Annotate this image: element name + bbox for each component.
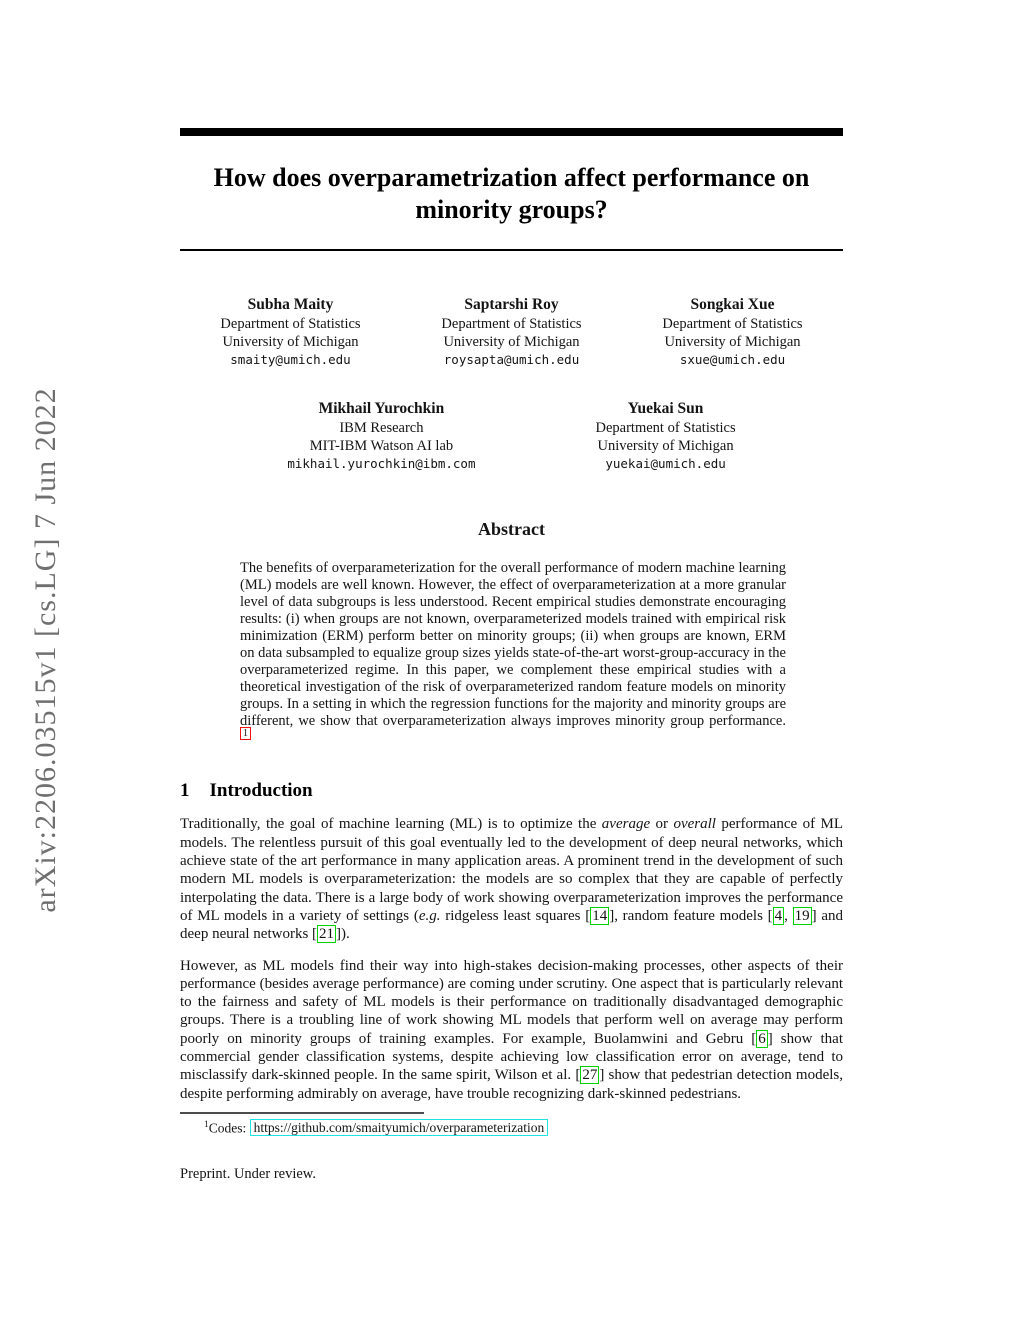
citation-link[interactable]: 14 (590, 906, 610, 925)
paper-title: How does overparametrization affect perf… (180, 162, 843, 225)
codes-url-link[interactable]: https://github.com/smaityumich/overparam… (249, 1119, 549, 1137)
paper-title-line1: How does overparametrization affect perf… (213, 163, 810, 192)
author-affiliation: University of Michigan (664, 334, 801, 351)
intro-paragraph-1: Traditionally, the goal of machine learn… (180, 816, 844, 944)
emphasized-text: e.g. (418, 907, 441, 924)
abstract-text: The benefits of overparameterization for… (240, 560, 786, 740)
footnote-marker: 1 (204, 1119, 209, 1130)
top-rule-thick (180, 128, 843, 136)
arxiv-watermark: arXiv:2206.03515v1 [cs.LG] 7 Jun 2022 (29, 387, 62, 913)
footnote-ref-link[interactable]: 1 (240, 726, 251, 740)
author-email: smaity@umich.edu (230, 352, 351, 368)
author-name: Subha Maity (247, 296, 334, 314)
author-affiliation: IBM Research (339, 419, 424, 436)
section-title: Introduction (209, 780, 313, 802)
author-affiliation: Department of Statistics (441, 315, 582, 332)
author-block: Saptarshi Roy Department of Statistics U… (401, 295, 622, 369)
paper-page: How does overparametrization affect perf… (180, 0, 843, 1183)
authors-row-2: Mikhail Yurochkin IBM Research MIT-IBM W… (180, 399, 843, 473)
author-affiliation: University of Michigan (443, 334, 580, 351)
author-name: Mikhail Yurochkin (318, 400, 445, 418)
author-block: Yuekai Sun Department of Statistics Univ… (596, 399, 736, 473)
author-email: yuekai@umich.edu (605, 456, 726, 472)
citation-link[interactable]: 6 (756, 1029, 768, 1048)
preprint-notice: Preprint. Under review. (180, 1166, 316, 1183)
author-affiliation: Department of Statistics (220, 315, 361, 332)
author-affiliation: University of Michigan (222, 334, 359, 351)
authors-row-1: Subha Maity Department of Statistics Uni… (180, 295, 843, 369)
footnote-label: Codes: (208, 1120, 250, 1136)
emphasized-text: average (601, 816, 651, 833)
section-heading-introduction: 1 Introduction (180, 780, 843, 802)
author-name: Songkai Xue (690, 296, 775, 314)
author-affiliation: Department of Statistics (595, 419, 736, 436)
citation-link[interactable]: 21 (317, 925, 337, 944)
author-email: sxue@umich.edu (679, 352, 786, 368)
author-block: Songkai Xue Department of Statistics Uni… (622, 295, 843, 369)
author-block: Mikhail Yurochkin IBM Research MIT-IBM W… (287, 399, 475, 473)
emphasized-text: overall (673, 816, 716, 833)
footnote: 1Codes: https://github.com/smaityumich/o… (180, 1119, 843, 1137)
author-affiliation: University of Michigan (597, 437, 734, 454)
section-number: 1 (180, 780, 190, 802)
citation-link[interactable]: 4 (772, 906, 785, 925)
footnote-rule (180, 1111, 424, 1114)
citation-link[interactable]: 19 (792, 906, 812, 925)
author-name: Saptarshi Roy (464, 296, 559, 314)
author-email: roysapta@umich.edu (443, 352, 580, 368)
author-affiliation: Department of Statistics (662, 315, 803, 332)
author-name: Yuekai Sun (627, 400, 704, 418)
author-block: Subha Maity Department of Statistics Uni… (180, 295, 401, 369)
citation-link[interactable]: 27 (580, 1066, 600, 1085)
intro-paragraph-2: However, as ML models find their way int… (180, 957, 844, 1102)
author-email: mikhail.yurochkin@ibm.com (287, 456, 476, 472)
abstract-heading: Abstract (478, 519, 545, 539)
author-affiliation: MIT-IBM Watson AI lab (309, 437, 454, 454)
title-rule-thin (180, 249, 843, 252)
paper-title-line2: minority groups? (415, 194, 608, 224)
